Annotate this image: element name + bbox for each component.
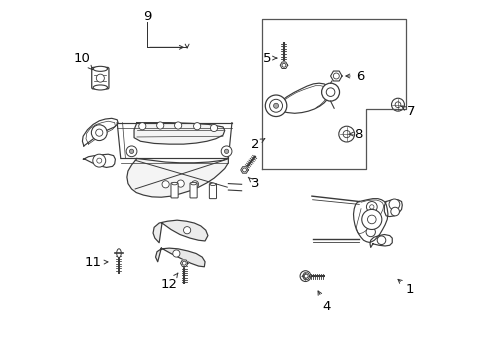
Circle shape <box>376 236 385 244</box>
Circle shape <box>126 146 137 157</box>
Text: 9: 9 <box>142 10 151 23</box>
Text: 3: 3 <box>248 177 259 190</box>
Circle shape <box>221 146 231 157</box>
Circle shape <box>96 129 102 136</box>
Circle shape <box>162 181 169 188</box>
Circle shape <box>96 74 104 82</box>
Circle shape <box>321 83 339 101</box>
Ellipse shape <box>117 249 121 257</box>
Circle shape <box>242 168 246 172</box>
Polygon shape <box>240 167 248 173</box>
Circle shape <box>183 226 190 234</box>
FancyBboxPatch shape <box>209 184 216 199</box>
Circle shape <box>369 205 373 209</box>
Text: 5: 5 <box>262 51 276 64</box>
Circle shape <box>129 149 133 153</box>
Text: 12: 12 <box>161 273 178 291</box>
Circle shape <box>93 154 105 167</box>
Polygon shape <box>126 158 228 197</box>
Text: 1: 1 <box>397 279 413 296</box>
Ellipse shape <box>171 182 177 185</box>
Text: 4: 4 <box>317 291 330 313</box>
Circle shape <box>224 149 228 153</box>
Circle shape <box>366 202 376 212</box>
Circle shape <box>282 63 285 67</box>
Polygon shape <box>82 118 118 146</box>
Ellipse shape <box>93 85 107 90</box>
Polygon shape <box>353 199 387 242</box>
Text: 10: 10 <box>74 51 92 70</box>
Polygon shape <box>273 83 329 113</box>
FancyBboxPatch shape <box>92 67 109 89</box>
Polygon shape <box>134 123 224 144</box>
Circle shape <box>390 207 399 216</box>
Polygon shape <box>180 260 187 266</box>
Circle shape <box>193 123 201 130</box>
Circle shape <box>172 250 180 257</box>
Circle shape <box>333 73 339 79</box>
Text: 8: 8 <box>348 127 362 141</box>
Text: 6: 6 <box>345 69 364 82</box>
FancyBboxPatch shape <box>171 183 178 198</box>
Ellipse shape <box>93 66 107 71</box>
Circle shape <box>191 181 198 188</box>
Circle shape <box>361 210 381 229</box>
Ellipse shape <box>210 183 215 185</box>
Circle shape <box>338 126 354 142</box>
Polygon shape <box>155 248 204 267</box>
Circle shape <box>182 261 186 265</box>
Circle shape <box>325 88 334 96</box>
Polygon shape <box>369 234 391 247</box>
Polygon shape <box>384 200 402 217</box>
Circle shape <box>300 271 310 282</box>
Polygon shape <box>153 220 207 243</box>
FancyBboxPatch shape <box>190 183 197 198</box>
Polygon shape <box>330 71 341 81</box>
Polygon shape <box>302 273 309 279</box>
Circle shape <box>367 215 375 224</box>
Text: 11: 11 <box>84 256 108 269</box>
Text: 2: 2 <box>250 138 264 150</box>
Circle shape <box>210 125 217 132</box>
Circle shape <box>391 98 404 111</box>
Circle shape <box>304 274 307 278</box>
Polygon shape <box>83 154 115 167</box>
Circle shape <box>156 122 163 129</box>
Circle shape <box>273 103 278 108</box>
Text: 7: 7 <box>401 105 415 118</box>
Circle shape <box>177 180 184 187</box>
Circle shape <box>265 95 286 117</box>
Circle shape <box>388 199 399 210</box>
Circle shape <box>366 227 375 237</box>
Circle shape <box>97 158 102 163</box>
Circle shape <box>394 102 400 108</box>
Circle shape <box>269 99 282 112</box>
Circle shape <box>343 131 349 138</box>
Circle shape <box>174 122 182 129</box>
Circle shape <box>303 274 307 278</box>
Circle shape <box>139 123 145 130</box>
Polygon shape <box>280 62 287 68</box>
Circle shape <box>91 125 107 140</box>
Ellipse shape <box>190 182 196 185</box>
